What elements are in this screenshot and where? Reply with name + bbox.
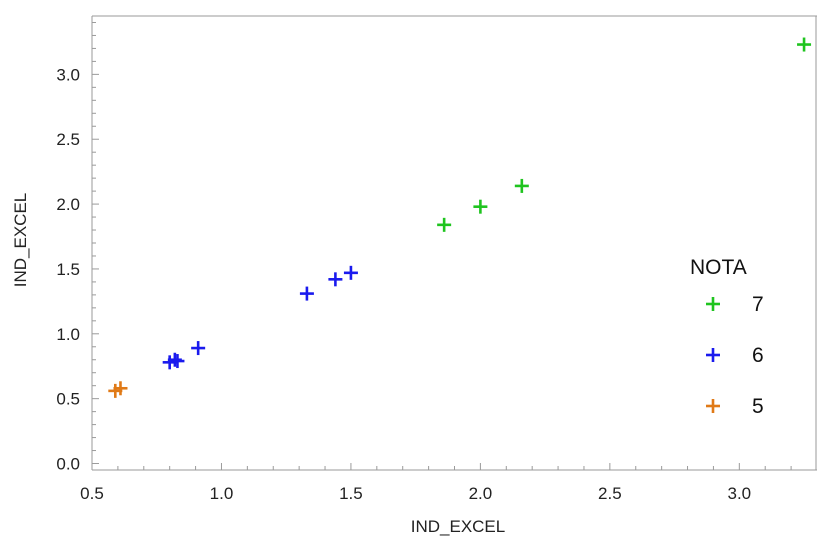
y-axis-tick-labels: 0.0 0.5 1.0 1.5 2.0 2.5 3.0: [56, 65, 80, 473]
legend-marker-nota-7: [706, 297, 720, 311]
data-points: [108, 37, 812, 398]
legend-label-nota-5: 5: [752, 395, 764, 418]
y-tick-label: 2.5: [56, 130, 80, 149]
data-point-nota-7: [437, 217, 452, 232]
data-point-nota-6: [328, 272, 343, 287]
data-point-nota-7: [797, 37, 812, 52]
data-point-nota-7: [473, 199, 488, 214]
data-point-nota-6: [170, 354, 185, 369]
y-axis-label: IND_EXCEL: [11, 193, 30, 287]
x-tick-label: 1.0: [210, 484, 234, 503]
x-tick-label: 2.0: [469, 484, 493, 503]
legend-label-nota-6: 6: [752, 344, 764, 367]
x-tick-label: 1.5: [339, 484, 363, 503]
legend-label-nota-7: 7: [752, 293, 764, 316]
legend: NOTA 7 6 5: [690, 256, 764, 418]
y-tick-label: 0.5: [56, 390, 80, 409]
y-tick-label: 3.0: [56, 65, 80, 84]
legend-title: NOTA: [690, 256, 747, 279]
x-axis-tick-labels: 0.5 1.0 1.5 2.0 2.5 3.0: [80, 484, 751, 503]
data-point-nota-6: [343, 265, 358, 280]
x-axis-ticks: [91, 463, 792, 470]
y-tick-label: 1.0: [56, 325, 80, 344]
x-axis-label: IND_EXCEL: [411, 517, 505, 536]
data-point-nota-6: [299, 286, 314, 301]
x-tick-label: 2.5: [598, 484, 622, 503]
x-tick-label: 3.0: [728, 484, 752, 503]
y-axis-ticks: [92, 21, 99, 465]
y-tick-label: 1.5: [56, 260, 80, 279]
data-point-nota-7: [514, 178, 529, 193]
y-tick-label: 2.0: [56, 195, 80, 214]
legend-marker-nota-5: [706, 399, 720, 413]
x-tick-label: 0.5: [80, 484, 104, 503]
legend-marker-nota-6: [706, 348, 720, 362]
data-point-nota-6: [191, 341, 206, 356]
legend-items: 7 6 5: [706, 293, 764, 418]
y-tick-label: 0.0: [56, 455, 80, 474]
data-point-nota-5: [113, 381, 128, 396]
